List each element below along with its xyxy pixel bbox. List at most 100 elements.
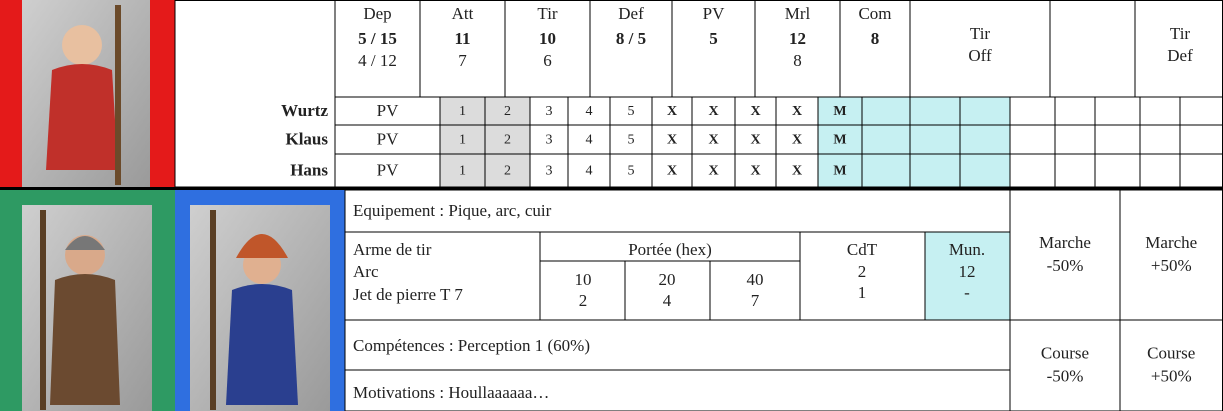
hp-cell: M <box>833 164 846 179</box>
cell <box>439 96 486 126</box>
hp-cell: X <box>667 133 677 148</box>
cell <box>1054 96 1096 126</box>
weapon-cdt: 2 <box>858 262 867 281</box>
cell <box>959 153 1011 188</box>
stat-label: Tir <box>537 4 558 23</box>
hp-cell: 1 <box>459 133 466 148</box>
weapon-mun: 12 <box>959 262 976 281</box>
stat-label: PV <box>703 4 725 23</box>
hp-cell: 2 <box>504 104 511 119</box>
hp-cell: X <box>708 164 718 179</box>
cell <box>174 0 336 188</box>
stat-label: Dep <box>363 4 391 23</box>
cell <box>861 153 911 188</box>
cell <box>817 153 863 188</box>
hp-cell: X <box>750 104 760 119</box>
cell <box>1009 96 1056 126</box>
movement-text: Marche <box>1039 233 1091 252</box>
cell <box>909 153 961 188</box>
hp-cell: X <box>667 164 677 179</box>
hp-cell: X <box>708 133 718 148</box>
soldier-name: Klaus <box>285 129 328 148</box>
figure-pike <box>210 210 216 410</box>
cell <box>1049 0 1136 98</box>
weapon-header: Portée (hex) <box>628 240 712 259</box>
cell <box>909 124 961 155</box>
tir-off-label: Off <box>968 46 992 65</box>
cell <box>909 96 961 126</box>
weapon-range: 20 <box>659 270 676 289</box>
hp-cell: X <box>708 104 718 119</box>
cell <box>439 124 486 155</box>
hp-cell: 3 <box>546 133 553 148</box>
weapon-cdt: 1 <box>858 283 867 302</box>
cell <box>1179 124 1223 155</box>
movement-text: -50% <box>1047 366 1084 385</box>
figure-hat <box>236 234 288 258</box>
weapon-range: 4 <box>663 291 672 310</box>
cell <box>1009 153 1056 188</box>
stat-label: Att <box>452 4 474 23</box>
stat-label: Mrl <box>785 4 811 23</box>
figure-body <box>226 284 298 405</box>
cell <box>1094 124 1141 155</box>
equipment: Equipement : Pique, arc, cuir <box>353 201 552 220</box>
hp-cell: 1 <box>459 164 466 179</box>
soldier-name: Hans <box>290 160 328 179</box>
cell <box>959 124 1011 155</box>
hp-cell: X <box>792 104 802 119</box>
weapon-range: 2 <box>579 291 588 310</box>
cell <box>1009 124 1056 155</box>
weapon-range: 10 <box>575 270 592 289</box>
cell <box>1054 153 1096 188</box>
cell <box>1139 153 1181 188</box>
skills: Compétences : Perception 1 (60%) <box>353 336 590 355</box>
stat-value: 8 <box>871 29 880 48</box>
stat-base: 4 / 12 <box>358 51 397 70</box>
weapon-range: 7 <box>751 291 760 310</box>
hp-cell: 4 <box>586 133 593 148</box>
stat-base: 7 <box>458 51 467 70</box>
movement-text: +50% <box>1151 256 1192 275</box>
hp-cell: PV <box>377 101 399 120</box>
hp-cell: PV <box>377 129 399 148</box>
movement-text: +50% <box>1151 366 1192 385</box>
tir-off-label: Tir <box>970 24 991 43</box>
weapon-range: 40 <box>747 270 764 289</box>
figure-pike <box>115 5 121 185</box>
hp-cell: X <box>750 164 760 179</box>
weapon-header: CdT <box>847 240 878 259</box>
hp-cell: 2 <box>504 133 511 148</box>
hp-cell: M <box>833 104 846 119</box>
cell <box>861 124 911 155</box>
cell <box>1094 153 1141 188</box>
cell <box>861 96 911 126</box>
cell <box>817 124 863 155</box>
stat-value: 11 <box>454 29 470 48</box>
hp-cell: X <box>792 164 802 179</box>
soldier-name: Wurtz <box>281 101 328 120</box>
weapon-header: Mun. <box>949 240 985 259</box>
cell <box>1054 124 1096 155</box>
weapon-name: Jet de pierre T 7 <box>353 285 463 304</box>
stat-base: 8 <box>793 51 802 70</box>
cell <box>1179 153 1223 188</box>
stat-value: 10 <box>539 29 556 48</box>
stat-label: Def <box>618 4 644 23</box>
movement-text: Marche <box>1145 233 1197 252</box>
weapon-name: Arc <box>353 262 379 281</box>
movement-text: Course <box>1041 343 1089 362</box>
hp-cell: 3 <box>546 164 553 179</box>
hp-cell: 1 <box>459 104 466 119</box>
figure-helmet <box>65 236 105 250</box>
cell <box>1094 96 1141 126</box>
hp-cell: 4 <box>586 164 593 179</box>
weapon-mun: - <box>964 283 970 302</box>
hp-cell: 4 <box>586 104 593 119</box>
stat-value: 5 <box>709 29 718 48</box>
stat-base: 6 <box>543 51 552 70</box>
cell <box>484 153 531 188</box>
figure-body <box>46 64 118 170</box>
hp-cell: M <box>833 133 846 148</box>
cell <box>1139 124 1181 155</box>
